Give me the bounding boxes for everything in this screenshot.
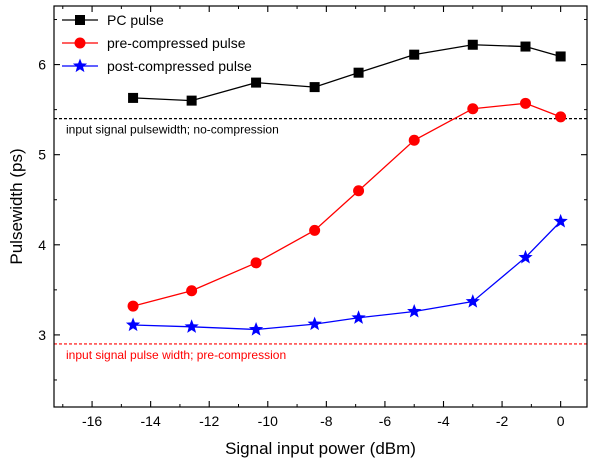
y-tick-label: 5 xyxy=(38,147,46,163)
legend: PC pulse pre-compressed pulse post-compres… xyxy=(62,12,252,74)
legend-marker-1 xyxy=(75,15,85,25)
series-1-point xyxy=(520,41,531,52)
x-tick-label: -4 xyxy=(437,413,450,429)
legend-label-2: pre-compressed pulse xyxy=(107,35,246,51)
series-2-point xyxy=(520,97,531,109)
series-1-point xyxy=(309,82,320,93)
legend-marker-2 xyxy=(74,37,86,49)
series-3-point xyxy=(553,213,568,228)
x-tick-label: -14 xyxy=(141,413,161,429)
y-tick-label: 4 xyxy=(38,237,46,253)
x-tick-label: -8 xyxy=(320,413,333,429)
series-2-point xyxy=(186,285,198,297)
series-3-point xyxy=(351,310,366,324)
series-2-point xyxy=(408,134,420,146)
series-line-3 xyxy=(133,220,562,331)
series-3-point xyxy=(407,303,422,318)
series-3-point xyxy=(518,249,533,264)
x-tick-label: -2 xyxy=(496,413,509,429)
series-2-point xyxy=(353,185,365,197)
x-tick-label: -10 xyxy=(258,413,278,429)
series-2-point xyxy=(250,257,262,269)
series-3-point xyxy=(307,316,322,331)
series-2-point xyxy=(127,300,139,312)
series-3-point xyxy=(184,319,199,333)
series-1-point xyxy=(353,67,364,78)
series-1-point xyxy=(409,49,420,60)
series-2-point xyxy=(555,111,567,123)
x-tick-label: -6 xyxy=(379,413,392,429)
series-3-point xyxy=(248,322,264,336)
reference-line-label-2: input signal pulse width; pre-compressio… xyxy=(66,348,286,362)
x-tick-label: 0 xyxy=(557,413,565,429)
y-tick-label: 3 xyxy=(38,327,46,343)
y-tick-label: 6 xyxy=(38,57,46,73)
plot-frame xyxy=(53,5,588,408)
series-1-point xyxy=(251,77,262,88)
legend-label-1: PC pulse xyxy=(107,12,164,28)
series-1-point xyxy=(467,39,478,50)
series-1-point xyxy=(186,95,197,106)
x-axis-label: Signal input power (dBm) xyxy=(225,439,416,458)
series-1-point xyxy=(555,51,566,62)
series-2-point xyxy=(309,224,321,236)
reference-line-label-1: input signal pulsewidth; no-compression xyxy=(66,123,279,137)
series-3-point xyxy=(125,317,141,332)
x-tick-label: -16 xyxy=(82,413,102,429)
y-axis-label: Pulsewidth (ps) xyxy=(7,148,26,264)
legend-label-3: post-compressed pulse xyxy=(107,58,252,74)
series-3-point xyxy=(465,294,480,308)
legend-marker-3 xyxy=(72,58,88,73)
series-1-point xyxy=(128,92,139,103)
series-2-point xyxy=(467,103,479,115)
x-tick-label: -12 xyxy=(199,413,219,429)
